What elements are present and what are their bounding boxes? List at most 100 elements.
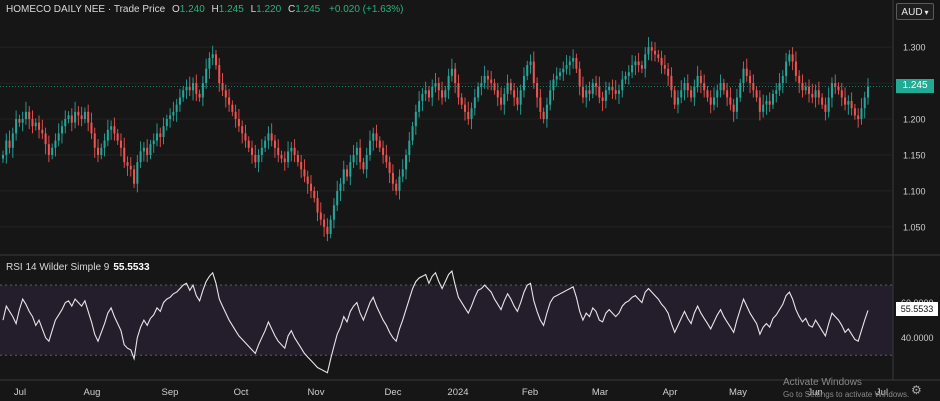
candle-body: [562, 68, 565, 73]
candle-body: [647, 47, 650, 55]
candle-body: [690, 90, 693, 98]
candle-body: [352, 154, 355, 163]
low-value: 1.220: [256, 4, 282, 15]
candle-body: [450, 68, 453, 76]
symbol-label[interactable]: HOMECO DAILY NEE: [6, 4, 106, 15]
candle-body: [483, 75, 486, 84]
candle-body: [755, 90, 758, 98]
candle-body: [427, 90, 430, 98]
candle-body: [411, 126, 414, 141]
candle-body: [454, 68, 457, 84]
candle-body: [306, 176, 309, 184]
candle-body: [362, 162, 365, 170]
time-tick-label: Oct: [234, 387, 249, 398]
time-tick-label: 2024: [447, 387, 468, 398]
candle-body: [113, 126, 116, 134]
candle-body: [34, 122, 37, 127]
candle-body: [247, 140, 250, 148]
candle-body: [198, 93, 201, 98]
candle-body: [431, 86, 434, 98]
candle-body: [768, 101, 771, 105]
candle-body: [712, 97, 716, 105]
candle-body: [457, 83, 460, 98]
candle-body: [745, 68, 748, 76]
candle-body: [391, 172, 394, 184]
close-key: C: [287, 4, 296, 15]
candle-body: [388, 162, 391, 173]
candle-body: [735, 97, 738, 112]
candle-body: [339, 183, 342, 191]
candle-body: [447, 75, 450, 91]
candle-body: [326, 226, 329, 235]
candle-body: [152, 140, 155, 145]
candle-body: [513, 90, 516, 98]
rsi-legend[interactable]: RSI 14 Wilder Simple 9 55.5533: [6, 262, 150, 273]
candle-body: [290, 147, 293, 152]
candle-body: [608, 86, 611, 91]
candle-body: [729, 97, 732, 105]
candle-body: [827, 97, 830, 112]
gear-icon[interactable]: ⚙: [911, 383, 922, 397]
time-tick-label: Jul: [14, 387, 26, 398]
candle-body: [418, 101, 421, 112]
candle-body: [588, 90, 591, 94]
candle-body: [267, 133, 270, 141]
time-tick-label: Jun: [807, 387, 822, 398]
candle-body: [640, 65, 643, 69]
candle-body: [244, 133, 247, 141]
candle-body: [604, 90, 607, 102]
candle-body: [519, 90, 522, 105]
candle-body: [516, 97, 519, 105]
candle-body: [296, 154, 299, 163]
candle-body: [526, 65, 529, 76]
candle-body: [201, 83, 204, 98]
candle-body: [211, 54, 214, 58]
candle-body: [549, 90, 552, 105]
candle-body: [611, 86, 614, 91]
currency-button[interactable]: AUD ▾: [896, 3, 934, 20]
candle-body: [463, 104, 467, 112]
candle-body: [578, 68, 581, 87]
candle-body: [853, 108, 856, 116]
candle-body: [670, 75, 673, 91]
candle-body: [21, 119, 24, 123]
candle-body: [434, 83, 437, 87]
candle-body: [847, 101, 850, 105]
chevron-down-icon: ▾: [924, 8, 929, 17]
candle-body: [24, 111, 27, 120]
candle-body: [421, 93, 424, 102]
candle-body: [205, 68, 208, 84]
candle-body: [359, 147, 362, 163]
candle-body: [791, 54, 794, 62]
candle-body: [742, 68, 745, 84]
candle-body: [250, 147, 254, 155]
high-key: H: [211, 4, 219, 15]
candle-body: [496, 90, 499, 98]
rsi-line: [2, 269, 869, 374]
high-value: 1.245: [218, 4, 244, 15]
candle-body: [473, 97, 476, 109]
candle-body: [146, 147, 149, 155]
candle-body: [87, 111, 90, 123]
candle-body: [840, 90, 843, 98]
candle-body: [300, 162, 303, 170]
price-type-label: Trade Price: [113, 4, 166, 15]
candle-body: [182, 90, 185, 98]
candle-body: [142, 147, 145, 152]
candle-body: [801, 83, 804, 91]
candle-body: [329, 219, 332, 235]
candle-body: [313, 190, 316, 199]
candle-body: [477, 86, 480, 98]
candle-body: [8, 140, 11, 148]
candle-body: [175, 104, 178, 112]
candle-body: [355, 147, 358, 155]
candle-body: [234, 111, 237, 120]
candle-body: [545, 104, 548, 120]
candle-body: [667, 68, 670, 76]
candle-body: [129, 165, 132, 170]
candle-body: [192, 83, 195, 91]
candle-body: [837, 86, 840, 91]
candle-body: [532, 61, 535, 84]
rsi-value-badge: 55.5533: [896, 302, 938, 316]
price-tick-label: 1.200: [903, 115, 926, 125]
